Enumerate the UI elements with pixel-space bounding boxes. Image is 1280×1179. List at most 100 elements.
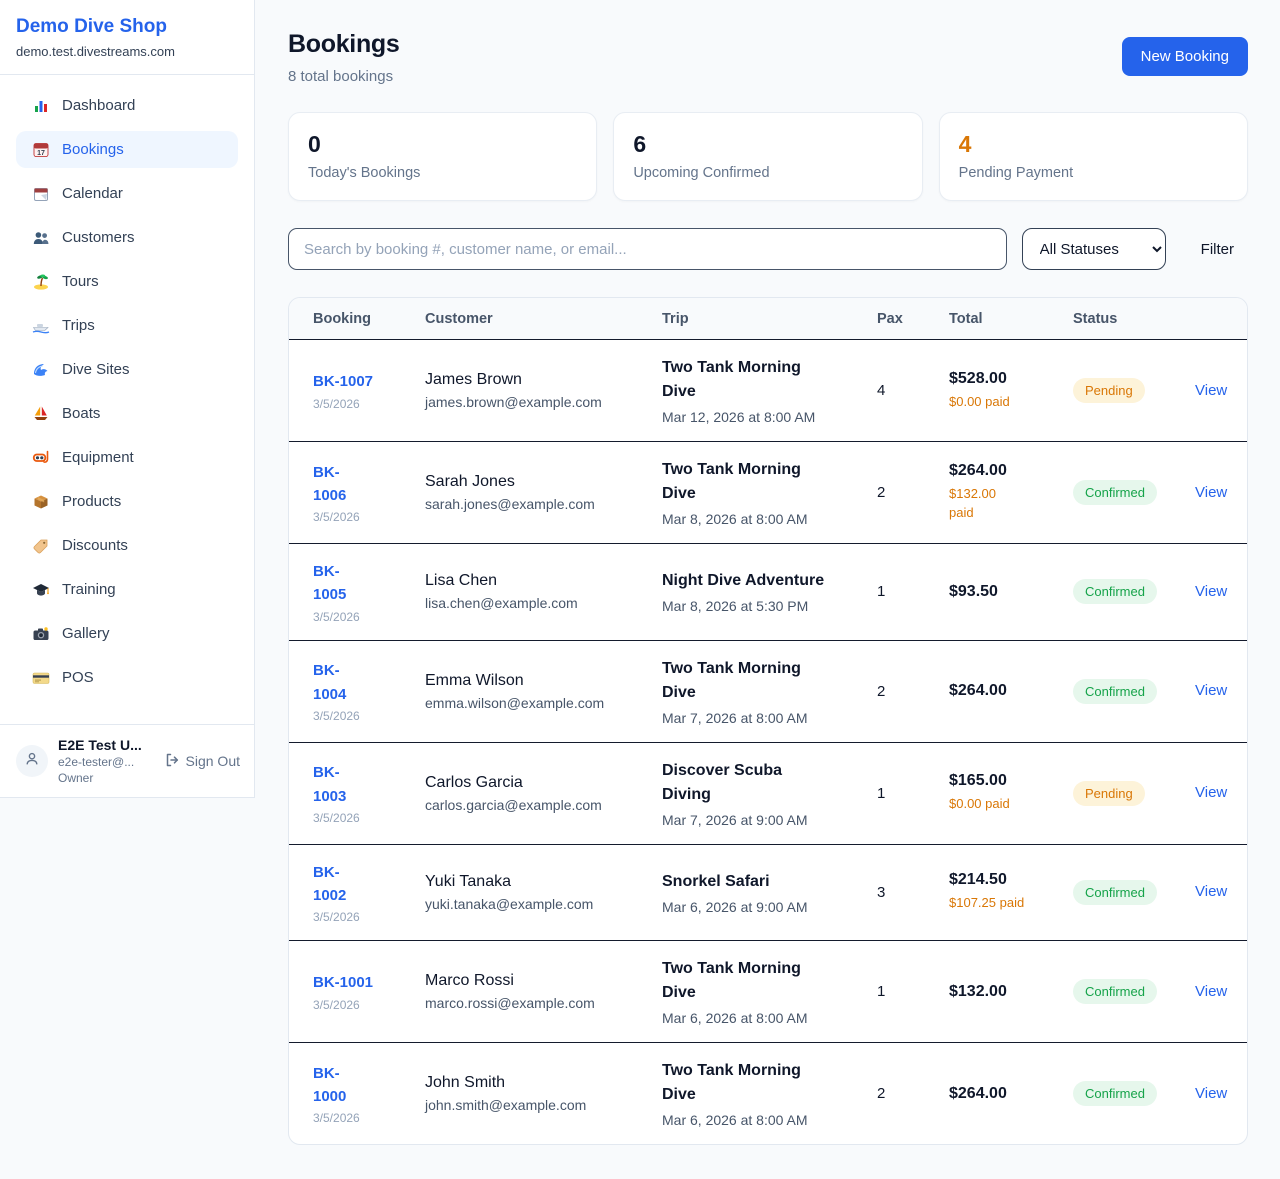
user-section: E2E Test U... e2e-tester@... Owner Sign …	[0, 724, 254, 797]
pax-cell: 1	[877, 583, 886, 601]
users-icon	[32, 229, 50, 247]
customer-cell: Lisa Chen lisa.chen@example.com	[425, 572, 662, 611]
bookings-table: Booking Customer Trip Pax Total Status B…	[288, 297, 1248, 1145]
customer-name: Sarah Jones	[425, 473, 515, 490]
sidebar-item-pos[interactable]: POS	[16, 659, 238, 696]
trip-cell: Night Dive Adventure Mar 8, 2026 at 5:30 …	[662, 569, 877, 614]
sidebar-item-label: Products	[62, 493, 122, 510]
search-input[interactable]	[288, 228, 1007, 270]
trip-datetime: Mar 6, 2026 at 8:00 AM	[662, 1010, 808, 1026]
booking-date: 3/5/2026	[313, 810, 360, 825]
booking-id-link[interactable]: BK- 1004	[313, 662, 347, 703]
new-booking-button[interactable]: New Booking	[1121, 37, 1248, 76]
status-cell: Confirmed	[1073, 879, 1195, 905]
sidebar: Demo Dive Shop demo.test.divestreams.com…	[0, 0, 255, 798]
booking-id-link[interactable]: BK- 1006	[313, 463, 347, 504]
wave-icon	[32, 361, 50, 379]
booking-date: 3/5/2026	[313, 396, 360, 411]
view-link[interactable]: View	[1195, 483, 1228, 501]
view-link[interactable]: View	[1195, 381, 1228, 399]
bar-chart-icon	[32, 97, 50, 115]
status-badge: Confirmed	[1073, 979, 1157, 1004]
island-icon	[32, 273, 50, 291]
booking-cell: BK- 1000 3/5/2026	[289, 1062, 425, 1126]
sidebar-item-training[interactable]: Training	[16, 571, 238, 608]
trip-cell: Discover Scuba Diving Mar 7, 2026 at 9:00…	[662, 759, 877, 828]
view-link[interactable]: View	[1195, 982, 1228, 1000]
view-link[interactable]: View	[1195, 1084, 1228, 1102]
trip-datetime: Mar 12, 2026 at 8:00 AM	[662, 409, 816, 425]
filter-controls: All Statuses Filter	[288, 228, 1248, 270]
view-link[interactable]: View	[1195, 682, 1228, 699]
pax-cell: 2	[877, 484, 886, 501]
page-header: Bookings 8 total bookings New Booking	[288, 30, 1248, 85]
pax-cell: 3	[877, 883, 886, 901]
page-title: Bookings	[288, 30, 400, 58]
stat-card: 0 Today's Bookings	[288, 112, 598, 201]
customer-cell: Yuki Tanaka yuki.tanaka@example.com	[425, 873, 662, 912]
filter-button[interactable]: Filter	[1181, 241, 1248, 258]
booking-id-link[interactable]: BK- 1000	[313, 1064, 347, 1105]
sailboat-icon	[32, 405, 50, 423]
sidebar-item-calendar[interactable]: Calendar	[16, 175, 238, 212]
trip-cell: Two Tank Morning Dive Mar 12, 2026 at 8:0…	[662, 356, 877, 425]
user-role: Owner	[58, 771, 94, 785]
customer-email: yuki.tanaka@example.com	[425, 895, 594, 912]
brand-block: Demo Dive Shop demo.test.divestreams.com	[0, 0, 254, 75]
booking-id-link[interactable]: BK- 1003	[313, 764, 347, 805]
trip-name: Two Tank Morning Dive	[662, 359, 801, 400]
sidebar-item-boats[interactable]: Boats	[16, 395, 238, 432]
booking-cell: BK-1001 3/5/2026	[289, 971, 425, 1011]
booking-id-link[interactable]: BK-1007	[313, 373, 374, 391]
status-filter-select[interactable]: All Statuses	[1021, 228, 1166, 270]
booking-cell: BK- 1004 3/5/2026	[289, 659, 425, 723]
booking-cell: BK- 1005 3/5/2026	[289, 560, 425, 624]
actions-cell: View	[1195, 484, 1247, 502]
status-cell: Pending	[1073, 378, 1195, 403]
view-link[interactable]: View	[1195, 784, 1228, 801]
sidebar-item-gallery[interactable]: Gallery	[16, 615, 238, 652]
booking-id-link[interactable]: BK-1001	[313, 974, 374, 992]
sidebar-item-label: Training	[62, 581, 116, 598]
status-badge: Pending	[1073, 378, 1145, 403]
sidebar-item-customers[interactable]: Customers	[16, 219, 238, 256]
tag-icon	[32, 537, 50, 555]
paid-amount: $0.00 paid	[949, 796, 1010, 812]
sidebar-item-label: Tours	[62, 273, 99, 290]
table-body: BK-1007 3/5/2026 James Brown james.brown@ex…	[289, 340, 1247, 1144]
sidebar-item-dashboard[interactable]: Dashboard	[16, 87, 238, 124]
calendar-pad-icon	[32, 185, 50, 203]
svg-text:17: 17	[37, 150, 45, 157]
sidebar-item-dive-sites[interactable]: Dive Sites	[16, 351, 238, 388]
total-amount: $165.00	[949, 772, 1007, 790]
customer-cell: John Smith john.smith@example.com	[425, 1074, 662, 1113]
sidebar-item-trips[interactable]: Trips	[16, 307, 238, 344]
stat-value: 6	[633, 131, 647, 157]
booking-id-link[interactable]: BK- 1002	[313, 863, 347, 904]
total-cell: $93.50	[949, 583, 1073, 601]
sidebar-item-discounts[interactable]: Discounts	[16, 527, 238, 564]
actions-cell: View	[1195, 883, 1247, 901]
view-link[interactable]: View	[1195, 883, 1228, 901]
status-cell: Confirmed	[1073, 480, 1195, 505]
status-cell: Confirmed	[1073, 678, 1195, 704]
booking-date: 3/5/2026	[313, 1111, 360, 1126]
main-content: Bookings 8 total bookings New Booking 0 T…	[255, 0, 1280, 1179]
pax-cell: 4	[877, 382, 886, 399]
pax-cell: 1	[877, 983, 886, 1000]
sidebar-item-bookings[interactable]: 17 Bookings	[16, 131, 238, 168]
sidebar-item-tours[interactable]: Tours	[16, 263, 238, 300]
stat-value: 0	[308, 131, 321, 157]
calendar-date-icon: 17	[32, 141, 50, 159]
actions-cell: View	[1195, 983, 1247, 1001]
sign-out-button[interactable]: Sign Out	[164, 752, 240, 771]
sidebar-item-products[interactable]: Products	[16, 483, 238, 520]
customer-email: carlos.garcia@example.com	[425, 796, 602, 813]
trip-datetime: Mar 8, 2026 at 5:30 PM	[662, 598, 809, 615]
sidebar-item-equipment[interactable]: Equipment	[16, 439, 238, 476]
booking-id-link[interactable]: BK- 1005	[313, 563, 347, 604]
sidebar-item-label: Dashboard	[62, 97, 136, 114]
view-link[interactable]: View	[1195, 582, 1228, 600]
customer-name: Emma Wilson	[425, 671, 524, 689]
trip-name: Two Tank Morning Dive	[662, 461, 801, 502]
